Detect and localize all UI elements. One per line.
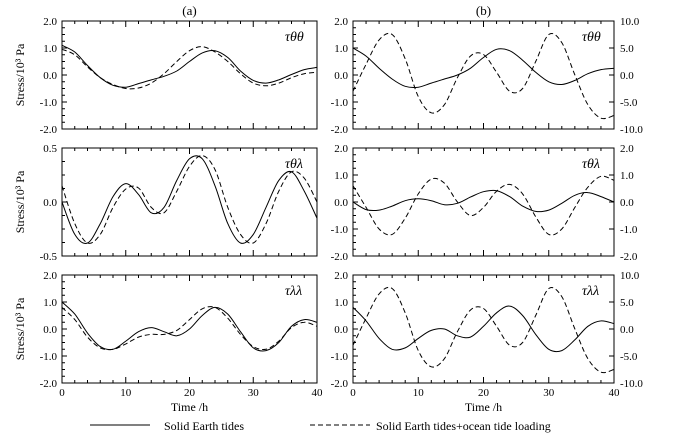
x-tick-label: 20 [478,387,490,399]
component-symbol: τθλ [582,157,600,172]
y-tick-label: -2.0 [40,124,58,136]
x-tick-label: 30 [543,387,555,399]
legend: Solid Earth tides Solid Earth tides+ocea… [90,419,551,433]
y-tick-label: 1.0 [334,297,348,309]
x-tick-label: 10 [120,387,132,399]
y2-tick-label: 10.0 [620,16,640,28]
x-tick-label: 20 [184,387,196,399]
component-symbol: τλλ [285,284,302,299]
panel-4: 2.0 1.0 0.0 -1.0 -2.0 2.0 1.0 0.0 -1.0 -2.0 τθλ [331,143,638,263]
y-tick-label: -1.0 [331,224,349,236]
panel-5: 2.0 1.0 0.0 -1.0 -2.00 10 20 30 40 Time /h Stress/… [13,270,323,414]
x-tick-label: 0 [350,387,356,399]
y2-tick-label: 2.0 [620,143,634,155]
series-line-dashed [352,286,615,374]
y-tick-label: 0.0 [43,324,57,336]
y-axis-label: Stress/10³ Pa [13,297,27,360]
y2-tick-label: 5.0 [620,43,634,55]
y2-tick-label: 1.0 [620,170,634,182]
y-tick-label: 0.0 [43,70,57,82]
series-line-dashed [352,175,615,236]
y-tick-label: -2.0 [40,378,58,390]
x-tick-label: 40 [609,387,621,399]
component-symbol: τθθ [285,30,304,45]
panel-6: 2.0 1.0 0.0 -1.0 -2.0 10.0 5.0 0.0 -5.0 -10.0 0 10 2… [331,270,644,414]
y-tick-label: 2.0 [334,270,348,282]
series-line-dashed [61,306,318,351]
x-tick-label: 10 [413,387,425,399]
panels: 2.0 1.0 0.0 -1.0 -2.0 Stress/10³ Pa (a) τθθ 2.0 1… [13,3,643,414]
y-tick-label: -1.0 [40,97,58,109]
y2-tick-label: -10.0 [620,124,643,136]
series-line-solid [61,301,318,352]
x-axis-label: Time /h [171,400,208,414]
y-tick-label: 2.0 [43,16,57,28]
y-tick-label: 0.0 [334,197,348,209]
y2-tick-label: 10.0 [620,270,640,282]
legend-dashed-label: Solid Earth tides+ocean tide loading [376,419,551,433]
y-tick-label: 1.0 [334,43,348,55]
legend-solid-label: Solid Earth tides [164,419,244,433]
y-tick-label: 0.0 [334,324,348,336]
y-tick-label: -1.0 [40,351,58,363]
y2-tick-label: 0.0 [620,70,634,82]
series-line-solid [352,47,615,89]
y-axis-label: Stress/10³ Pa [13,170,27,233]
plot-frame [61,147,318,257]
panel-1: 2.0 1.0 0.0 -1.0 -2.0 Stress/10³ Pa (a) τθθ [13,3,318,136]
y-tick-label: 1.0 [334,170,348,182]
y2-tick-label: -5.0 [620,97,638,109]
x-axis-label: Time /h [465,400,502,414]
y2-tick-label: -1.0 [620,224,638,236]
series-line-dashed [61,155,318,244]
x-tick-label: 40 [312,387,324,399]
series-line-solid [61,155,318,244]
series-line-dashed [352,32,615,120]
x-tick-label: 0 [59,387,65,399]
series-line-solid [61,44,318,88]
panel-2: 2.0 1.0 0.0 -1.0 -2.0 10.0 5.0 0.0 -5.0 -10.0 (b) τ… [331,3,644,136]
y-axis-label: Stress/10³ Pa [13,43,27,106]
y-tick-label: 2.0 [43,270,57,282]
column-label: (b) [476,3,491,18]
y-tick-label: -1.0 [331,351,349,363]
component-symbol: τθλ [285,157,303,172]
y-tick-label: 0.0 [43,197,57,209]
plot-frame [61,20,318,130]
component-symbol: τθθ [582,30,601,45]
y-tick-label: -2.0 [331,378,349,390]
y-tick-label: 1.0 [43,297,57,309]
x-tick-label: 30 [248,387,260,399]
y2-tick-label: 5.0 [620,297,634,309]
y2-tick-label: 0.0 [620,197,634,209]
series-line-dashed [61,46,318,90]
series-line-solid [352,189,615,213]
y-tick-label: -2.0 [331,124,349,136]
y-tick-label: 0.5 [43,143,57,155]
y-tick-label: 2.0 [334,16,348,28]
column-label: (a) [182,3,196,18]
plot-frame [352,147,615,257]
y2-tick-label: -10.0 [620,378,643,390]
component-symbol: τλλ [582,284,599,299]
y2-tick-label: 0.0 [620,324,634,336]
y-tick-label: -1.0 [331,97,349,109]
y-tick-label: 1.0 [43,43,57,55]
y-tick-label: -0.5 [40,251,58,263]
y-tick-label: 0.0 [334,70,348,82]
y2-tick-label: -2.0 [620,251,638,263]
series-line-solid [352,305,615,353]
panel-3: 0.5 0.0 -0.5 Stress/10³ Pa τθλ [13,143,318,263]
y-tick-label: -2.0 [331,251,349,263]
y-tick-label: 2.0 [334,143,348,155]
y2-tick-label: -5.0 [620,351,638,363]
